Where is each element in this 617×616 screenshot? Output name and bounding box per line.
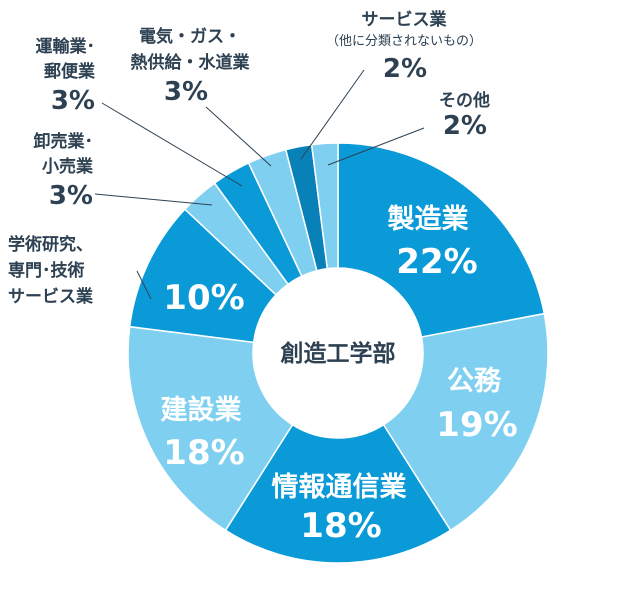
slice-pct-ict: 18%: [300, 506, 381, 546]
slices-group: [127, 142, 549, 564]
leader-line-retail: [94, 193, 213, 206]
slice-label-construction: 建設業: [161, 394, 242, 426]
slice-label-academic-line2: 専門･技術: [8, 260, 85, 281]
center-label: 創造工学部: [281, 340, 396, 367]
leader-line-others: [327, 127, 425, 166]
slice-label-public-service: 公務: [447, 366, 502, 397]
slice-label-other-services-line2: （他に分類されないもの）: [326, 34, 482, 49]
slice-pct-other-services: 2%: [383, 54, 427, 84]
leader-line-academic: [136, 270, 152, 300]
leader-line-other-services: [300, 69, 365, 160]
slice-label-ict: 情報通信業: [272, 472, 407, 503]
slice-pct-utilities: 3%: [164, 77, 208, 107]
slice-label-retail-line1: 卸売業･: [34, 131, 94, 152]
slice-label-others: その他: [439, 90, 490, 111]
slice-pct-others: 2%: [443, 111, 487, 141]
slice-label-academic-line1: 学術研究、: [8, 234, 93, 255]
slice-label-utilities-line1: 電気・ガス・: [139, 26, 241, 47]
slice-label-academic-line3: サービス業: [8, 286, 93, 307]
leader-line-transport: [101, 102, 243, 187]
slice-label-transport-line2: 郵便業: [44, 61, 95, 82]
slice-pct-manufacturing: 22%: [396, 242, 477, 282]
slice-pct-academic: 10%: [163, 278, 244, 318]
slice-label-other-services-line1: サービス業: [362, 9, 447, 30]
slice-label-transport-line1: 運輸業･: [36, 36, 96, 57]
slice-pct-retail: 3%: [49, 181, 93, 211]
slice-label-retail-line2: 小売業: [42, 156, 93, 177]
slice-pct-construction: 18%: [163, 433, 244, 473]
slice-label-manufacturing: 製造業: [388, 204, 469, 235]
slice-label-utilities-line2: 熱供給・水道業: [131, 52, 250, 73]
slice-pct-transport: 3%: [51, 86, 95, 116]
slice-pct-public-service: 19%: [436, 405, 517, 445]
leader-line-utilities: [205, 106, 272, 167]
donut-hole: [253, 268, 423, 438]
